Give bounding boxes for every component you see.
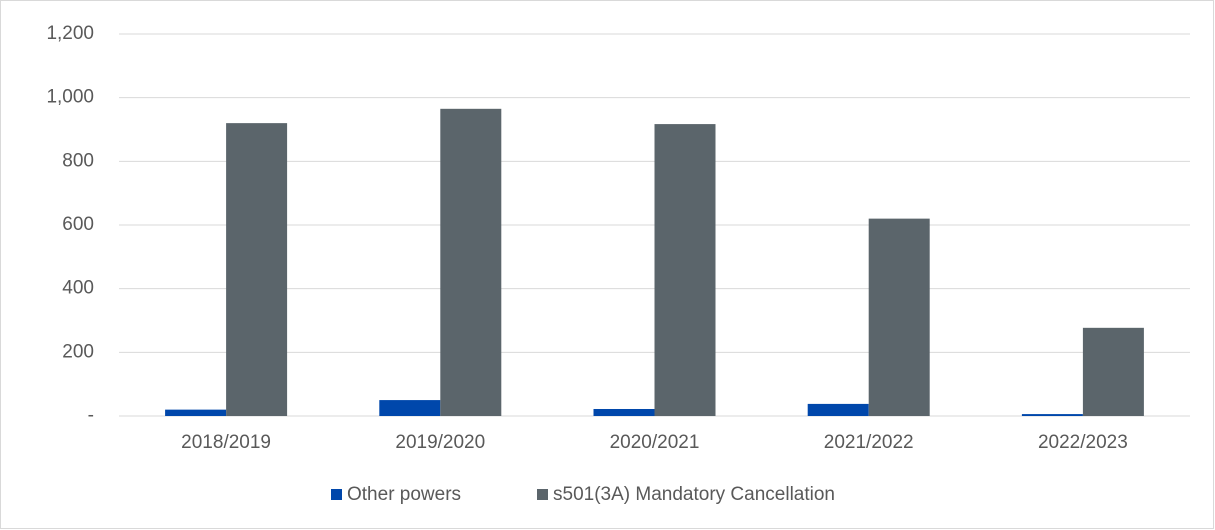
bar [807,403,869,416]
x-tick-label: 2019/2020 [395,432,485,453]
bar [593,408,655,416]
y-tick-label: 1,200 [46,23,94,44]
x-tick-label: 2021/2022 [824,432,914,453]
y-tick-label: 1,000 [46,87,94,108]
bar [1021,414,1083,416]
bar [440,108,502,416]
y-tick-label: 800 [62,150,94,171]
legend-swatch [331,489,342,500]
legend-label: s501(3A) Mandatory Cancellation [553,484,835,505]
legend-label: Other powers [347,484,461,505]
bar [379,400,441,416]
bar [654,124,716,417]
y-tick-label: 600 [62,214,94,235]
bar [226,123,288,416]
legend-swatch [537,489,548,500]
y-tick-label: - [88,405,94,426]
y-tick-label: 200 [62,341,94,362]
y-tick-label: 400 [62,278,94,299]
x-tick-label: 2022/2023 [1038,432,1128,453]
bar [868,218,930,416]
x-tick-label: 2020/2021 [610,432,700,453]
bar [1082,327,1144,416]
x-tick-label: 2018/2019 [181,432,271,453]
bar [165,409,227,416]
